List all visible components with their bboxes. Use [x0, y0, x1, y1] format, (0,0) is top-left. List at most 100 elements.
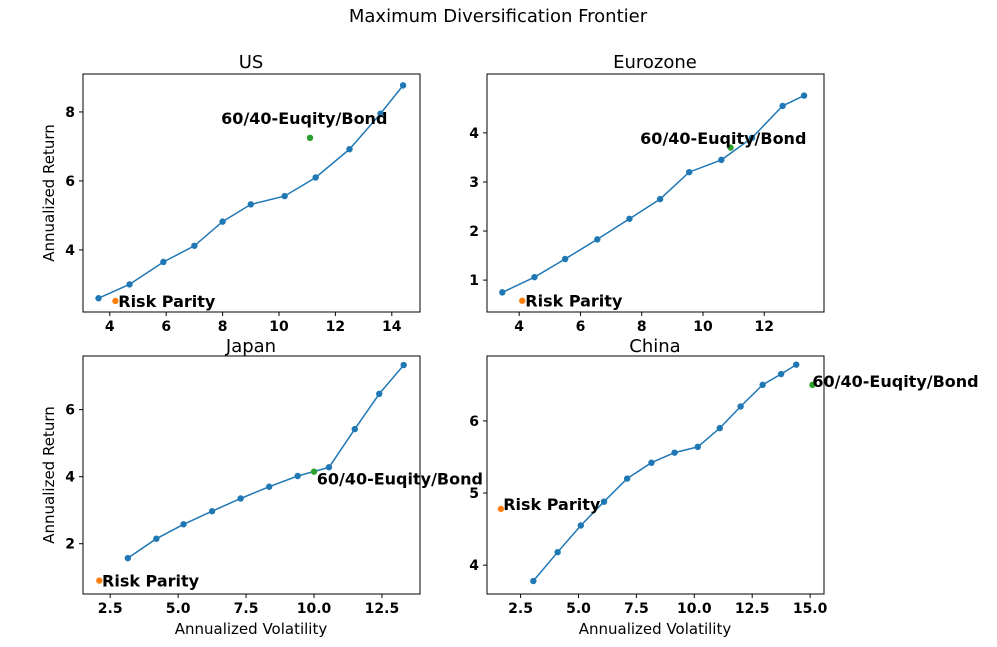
- frontier-point: [351, 425, 358, 433]
- panel-china: Risk Parity 60/40-Euqity/Bond 2.5 5.0 7.5 10…: [469, 336, 978, 638]
- frontier-point: [718, 156, 725, 164]
- x-tick-label: 12.5: [735, 601, 770, 617]
- x-tick-label: 6: [576, 319, 586, 335]
- y-tick-label: 4: [469, 126, 479, 142]
- frontier-point: [748, 134, 756, 141]
- frontier-point: [346, 145, 353, 153]
- japan-panel-title: Japan: [225, 336, 276, 357]
- frontier-point: [759, 381, 766, 389]
- frontier-point: [294, 472, 301, 480]
- x-tick-label: 4: [105, 319, 115, 335]
- frontier-point: [376, 390, 383, 398]
- frontier-point: [191, 242, 198, 249]
- frontier-point: [247, 201, 254, 208]
- frontier-point: [312, 174, 319, 181]
- x-tick-label: 10: [269, 319, 289, 335]
- frontier-line: [532, 364, 797, 582]
- x-tick-label: 4: [514, 319, 524, 335]
- annotation-label: 60/40-Euqity/Bond: [812, 372, 978, 391]
- y-tick-label: 6: [469, 414, 479, 430]
- figure-title: Maximum Diversification Frontier: [349, 6, 648, 27]
- frontier-point: [623, 475, 631, 482]
- frontier-point: [219, 218, 226, 225]
- japan-marks: Risk Parity 60/40-Euqity/Bond: [96, 361, 483, 591]
- frontier-point: [281, 192, 288, 200]
- frontier-point: [400, 361, 407, 369]
- annotation-label: 60/40-Euqity/Bond: [221, 109, 387, 128]
- frontier-point: [377, 110, 384, 117]
- japan-axes-frame: [82, 355, 421, 595]
- frontier-point: [626, 215, 633, 222]
- japan-ticks: 2.5 5.0 7.5 10.0 12.5 2 4 6: [65, 403, 399, 617]
- x-tick-label: 8: [218, 319, 228, 335]
- y-tick-label: 4: [469, 558, 479, 574]
- x-tick-label: 5.0: [566, 601, 591, 617]
- frontier-point: [325, 464, 333, 471]
- frontier-point: [126, 281, 133, 288]
- x-tick-label: 2.5: [508, 601, 533, 617]
- x-tick-label: 12: [755, 319, 774, 335]
- sixty-forty-point: [306, 134, 314, 142]
- frontier-point: [694, 443, 701, 451]
- china-panel-title: China: [629, 336, 680, 357]
- china-x-axis-label: Annualized Volatility: [579, 620, 732, 638]
- y-tick-label: 5: [469, 486, 479, 502]
- y-tick-label: 6: [65, 403, 75, 419]
- frontier-point: [124, 554, 132, 562]
- annotation-label: Risk Parity: [503, 495, 601, 514]
- frontier-point: [656, 195, 664, 203]
- frontier-point: [160, 258, 167, 266]
- us-panel-title: US: [239, 52, 264, 73]
- frontier-point: [153, 535, 160, 542]
- panel-us: Risk Parity 60/40-Euqity/Bond 4 6 8 10 12 14 4 6…: [40, 52, 421, 335]
- japan-x-axis-label: Annualized Volatility: [175, 620, 328, 638]
- eurozone-panel-title: Eurozone: [613, 52, 697, 73]
- us-marks: Risk Parity 60/40-Euqity/Bond: [95, 82, 407, 311]
- annotation-label: Risk Parity: [102, 572, 200, 591]
- annotation-label: Risk Parity: [118, 292, 216, 311]
- frontier-point: [800, 92, 808, 99]
- frontier-point: [208, 508, 216, 515]
- frontier-point: [671, 449, 678, 456]
- x-tick-label: 12.5: [365, 601, 400, 617]
- frontier-point: [793, 361, 800, 368]
- y-tick-label: 8: [65, 105, 75, 121]
- frontier-point: [600, 498, 608, 505]
- frontier-line: [501, 94, 805, 294]
- y-tick-label: 3: [469, 175, 479, 191]
- y-tick-label: 6: [65, 174, 75, 190]
- y-tick-label: 2: [469, 224, 479, 240]
- frontier-point: [594, 236, 601, 243]
- x-tick-label: 10.0: [297, 601, 332, 617]
- frontier-point: [737, 403, 744, 410]
- us-axes-frame: [82, 73, 421, 313]
- china-ticks: 2.5 5.0 7.5 10.0 12.5 15.0 4 5 6: [469, 414, 827, 617]
- risk-parity-point: [96, 577, 103, 584]
- x-tick-label: 14: [382, 319, 402, 335]
- risk-parity-point: [112, 297, 119, 305]
- eurozone-marks: Risk Parity 60/40-Euqity/Bond: [499, 92, 808, 311]
- frontier-point: [530, 577, 537, 585]
- x-tick-label: 5.0: [166, 601, 191, 617]
- annotation-label: 60/40-Euqity/Bond: [640, 129, 806, 148]
- annotation-label: 60/40-Euqity/Bond: [317, 469, 483, 488]
- frontier-point: [554, 548, 561, 556]
- risk-parity-point: [519, 297, 526, 304]
- x-tick-label: 15.0: [793, 601, 828, 617]
- sixty-forty-point: [310, 468, 318, 475]
- frontier-point: [777, 370, 785, 378]
- panel-japan: Risk Parity 60/40-Euqity/Bond 2.5 5.0 7.5 10…: [40, 336, 483, 638]
- frontier-point: [779, 102, 786, 110]
- eurozone-axes-frame: [486, 73, 825, 313]
- frontier-point: [561, 255, 569, 263]
- y-tick-label: 4: [65, 470, 75, 486]
- frontier-point: [577, 522, 585, 529]
- china-marks: Risk Parity 60/40-Euqity/Bond: [497, 361, 979, 585]
- frontier-point: [95, 295, 102, 302]
- japan-y-axis-label: Annualized Return: [40, 406, 58, 543]
- y-tick-label: 4: [65, 243, 75, 259]
- risk-parity-point: [497, 505, 505, 513]
